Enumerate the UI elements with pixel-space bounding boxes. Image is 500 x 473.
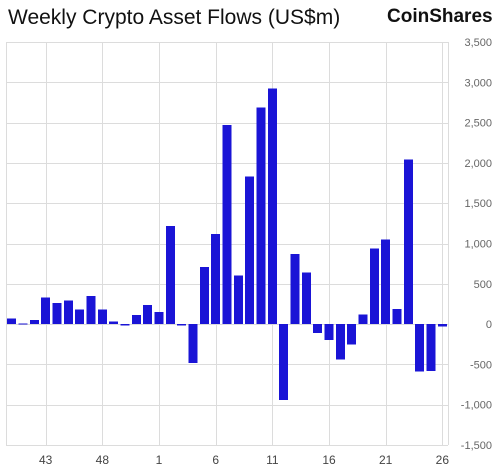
- bar: [131, 315, 141, 325]
- y-tick-label: -1,500: [461, 440, 492, 452]
- bar: [154, 312, 164, 325]
- bar: [426, 324, 436, 371]
- bar: [301, 272, 311, 325]
- bar: [177, 324, 187, 326]
- x-tick-label: 43: [39, 453, 53, 467]
- bar: [279, 324, 289, 400]
- bar: [29, 320, 39, 325]
- x-tick-label: 6: [212, 453, 219, 467]
- bar: [245, 176, 255, 325]
- bar: [222, 125, 232, 325]
- bar: [335, 324, 345, 360]
- bar: [63, 300, 73, 325]
- y-axis-ticks: -1,500 -1,000 -500 0 500 1,000 1,500 2,000 2,500…: [461, 37, 492, 452]
- bar: [256, 107, 266, 325]
- bar: [7, 318, 17, 325]
- bar: [18, 323, 28, 325]
- bar: [290, 253, 300, 325]
- bar: [75, 309, 85, 325]
- x-axis-ticks: 43 48 1 6 11 16 21 26: [39, 453, 449, 467]
- bar: [188, 324, 198, 363]
- bar: [369, 248, 379, 325]
- bar: [267, 88, 277, 325]
- bar: [52, 303, 62, 325]
- bar: [211, 233, 221, 325]
- y-tick-label: 1,000: [464, 239, 492, 251]
- y-tick-label: -1,000: [461, 400, 492, 412]
- bar: [199, 266, 209, 325]
- bar: [347, 324, 357, 345]
- bar: [324, 324, 334, 341]
- bar: [313, 324, 323, 333]
- bar: [358, 314, 368, 325]
- bar: [97, 309, 107, 325]
- bar: [143, 304, 153, 325]
- y-tick-label: 2,500: [464, 118, 492, 130]
- brand-logo: CoinShares: [387, 6, 493, 27]
- y-tick-label: 0: [486, 319, 492, 331]
- bar: [109, 321, 119, 325]
- y-tick-label: 1,500: [464, 198, 492, 210]
- y-tick-label: -500: [470, 359, 492, 371]
- y-tick-label: 500: [474, 279, 492, 291]
- x-tick-label: 48: [96, 453, 110, 467]
- bar: [86, 295, 96, 325]
- bar: [437, 324, 447, 327]
- x-tick-label: 11: [266, 453, 279, 467]
- bar: [403, 159, 413, 325]
- x-tick-label: 26: [436, 453, 450, 467]
- x-tick-label: 1: [156, 453, 163, 467]
- bar: [415, 324, 425, 372]
- bar: [41, 297, 51, 325]
- x-tick-label: 16: [322, 453, 336, 467]
- bar: [120, 324, 130, 326]
- chart-title: Weekly Crypto Asset Flows (US$m): [8, 6, 340, 29]
- x-tick-label: 21: [379, 453, 393, 467]
- y-tick-label: 2,000: [464, 158, 492, 170]
- bars: [7, 88, 447, 400]
- y-tick-label: 3,500: [464, 37, 492, 49]
- bar: [381, 239, 391, 325]
- bar: [392, 308, 402, 325]
- y-tick-label: 3,000: [464, 77, 492, 89]
- bar: [233, 275, 243, 325]
- bar: [165, 225, 175, 325]
